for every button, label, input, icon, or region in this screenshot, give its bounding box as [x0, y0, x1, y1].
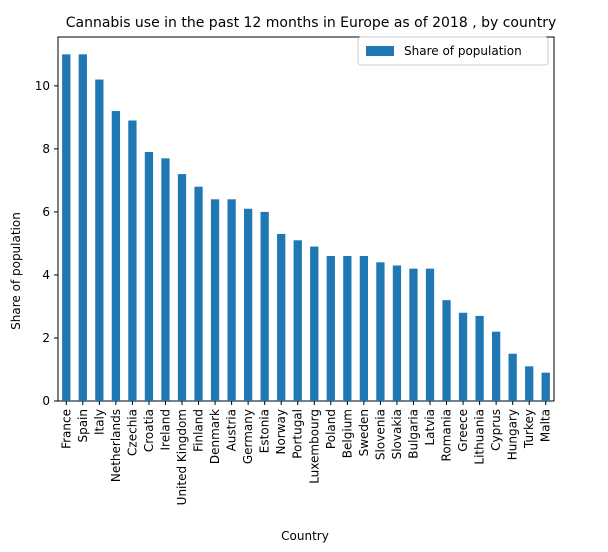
- bar-finland: [194, 186, 203, 401]
- legend-frame: [357, 36, 549, 66]
- bar-italy: [95, 79, 104, 402]
- x-tick-label: Portugal: [291, 409, 305, 459]
- x-tick-label: Malta: [539, 409, 553, 442]
- x-tick-label: Spain: [76, 409, 90, 443]
- bar-norway: [277, 233, 286, 401]
- x-tick-label: Netherlands: [109, 409, 123, 482]
- bar-germany: [244, 208, 253, 401]
- y-tick-label: 4: [42, 268, 50, 282]
- bar-czechia: [128, 120, 137, 402]
- bar-turkey: [525, 366, 534, 401]
- x-tick-label: Germany: [241, 409, 255, 464]
- x-tick-label: United Kingdom: [175, 409, 189, 505]
- y-tick-label: 10: [35, 79, 50, 93]
- bar-sweden: [359, 256, 368, 401]
- y-tick-label: 0: [42, 394, 50, 408]
- y-axis: 0 2 4 6 8 10: [35, 79, 58, 408]
- y-tick-label: 6: [42, 205, 50, 219]
- x-tick-label: Italy: [92, 409, 106, 435]
- x-tick-label: Romania: [440, 409, 454, 461]
- y-axis-title: Share of population: [9, 212, 23, 330]
- bar-poland: [326, 256, 335, 401]
- x-axis: France Spain Italy Netherlands Czechia Croati…: [59, 401, 553, 505]
- bar-bulgaria: [409, 268, 418, 401]
- y-tick-label: 2: [42, 331, 50, 345]
- bar-slovenia: [376, 262, 385, 401]
- bar-denmark: [210, 199, 220, 401]
- x-tick-label: Turkey: [522, 409, 536, 449]
- bar-romania: [442, 300, 451, 401]
- x-tick-label: Bulgaria: [406, 409, 420, 459]
- plot-frame: [57, 36, 555, 402]
- x-tick-label: Slovenia: [373, 409, 387, 460]
- bar-france: [62, 54, 71, 401]
- bar-malta: [541, 372, 550, 401]
- x-tick-label: Belgium: [340, 409, 354, 458]
- x-tick-label: Latvia: [423, 409, 437, 446]
- x-tick-label: Finland: [192, 409, 206, 452]
- x-tick-label: Estonia: [258, 409, 272, 453]
- chart-title: Cannabis use in the past 12 months in Eu…: [66, 15, 557, 31]
- legend-label: Share of population: [404, 44, 522, 58]
- bar-ireland: [161, 158, 170, 401]
- x-tick-label: Slovakia: [390, 409, 404, 459]
- bar-belgium: [343, 256, 352, 401]
- y-tick-label: 8: [42, 142, 50, 156]
- x-tick-label: Norway: [274, 409, 288, 455]
- bars-group: [62, 54, 550, 402]
- bar-lithuania: [475, 315, 484, 401]
- x-tick-label: Luxembourg: [307, 409, 321, 484]
- x-tick-label: Czechia: [125, 409, 139, 456]
- bar-greece: [458, 312, 468, 401]
- x-tick-label: Greece: [456, 409, 470, 452]
- bar-portugal: [293, 240, 302, 401]
- x-tick-label: Ireland: [158, 409, 172, 451]
- bar-croatia: [144, 152, 154, 401]
- x-tick-label: Croatia: [142, 409, 156, 452]
- x-tick-label: Denmark: [208, 409, 222, 464]
- bar-slovakia: [392, 265, 402, 401]
- x-tick-label: Hungary: [506, 409, 520, 460]
- x-tick-label: Poland: [324, 409, 338, 449]
- bar-hungary: [508, 353, 517, 401]
- legend: Share of population: [357, 36, 549, 66]
- x-tick-label: France: [59, 409, 73, 449]
- x-tick-label: Austria: [225, 409, 239, 451]
- x-axis-title: Country: [281, 529, 329, 543]
- bar-luxembourg: [310, 246, 319, 401]
- x-tick-label: Sweden: [357, 409, 371, 456]
- bar-united-kingdom: [177, 174, 187, 401]
- bar-austria: [227, 199, 236, 401]
- bar-estonia: [260, 211, 269, 401]
- x-tick-label: Cyprus: [489, 409, 503, 451]
- plot-area: [57, 36, 555, 402]
- bar-cyprus: [492, 331, 501, 401]
- bar-netherlands: [111, 111, 120, 401]
- x-tick-label: Lithuania: [473, 409, 487, 465]
- bar-spain: [78, 54, 87, 401]
- bar-latvia: [425, 268, 435, 401]
- legend-swatch: [366, 46, 394, 56]
